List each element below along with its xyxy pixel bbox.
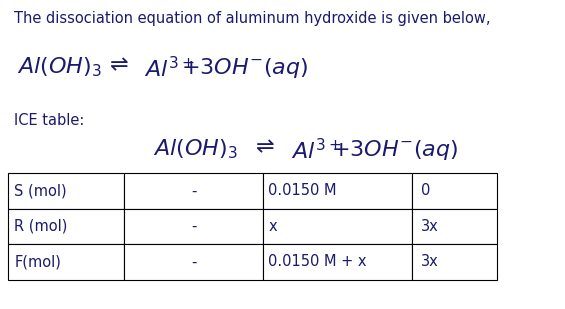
FancyBboxPatch shape (263, 244, 412, 280)
Text: 3x: 3x (421, 254, 438, 269)
Text: R (mol): R (mol) (14, 219, 67, 234)
Text: ICE table:: ICE table: (14, 113, 85, 128)
FancyBboxPatch shape (8, 173, 124, 209)
Text: $\mathit{Al}(\mathit{OH})_{3}$: $\mathit{Al}(\mathit{OH})_{3}$ (17, 56, 102, 79)
FancyBboxPatch shape (412, 244, 497, 280)
FancyBboxPatch shape (124, 244, 263, 280)
FancyBboxPatch shape (263, 173, 412, 209)
Text: 3x: 3x (421, 219, 438, 234)
FancyBboxPatch shape (8, 244, 124, 280)
Text: F(mol): F(mol) (14, 254, 61, 269)
Text: The dissociation equation of aluminum hydroxide is given below,: The dissociation equation of aluminum hy… (14, 11, 490, 26)
Text: -: - (191, 183, 196, 198)
Text: x: x (268, 219, 277, 234)
Text: 0: 0 (421, 183, 431, 198)
Text: $\rightleftharpoons$: $\rightleftharpoons$ (105, 56, 128, 76)
Text: -: - (191, 219, 196, 234)
Text: 0.0150 M + x: 0.0150 M + x (268, 254, 367, 269)
Text: S (mol): S (mol) (14, 183, 67, 198)
FancyBboxPatch shape (8, 209, 124, 244)
FancyBboxPatch shape (263, 209, 412, 244)
FancyBboxPatch shape (412, 173, 497, 209)
FancyBboxPatch shape (124, 209, 263, 244)
Text: -: - (191, 254, 196, 269)
FancyBboxPatch shape (412, 209, 497, 244)
Text: 0.0150 M: 0.0150 M (268, 183, 337, 198)
Text: $\mathit{Al}(\mathit{OH})_{3}$: $\mathit{Al}(\mathit{OH})_{3}$ (153, 138, 237, 161)
Text: $\mathit{Al}^{3+}$: $\mathit{Al}^{3+}$ (144, 56, 194, 81)
Text: $\rightleftharpoons$: $\rightleftharpoons$ (251, 138, 275, 158)
Text: $+  3\mathit{OH}^{-}(\mathit{aq})$: $+ 3\mathit{OH}^{-}(\mathit{aq})$ (331, 138, 458, 162)
FancyBboxPatch shape (124, 173, 263, 209)
Text: $\mathit{Al}^{3+}$: $\mathit{Al}^{3+}$ (291, 138, 341, 163)
Text: $+3\mathit{OH}^{-}(\mathit{aq})$: $+3\mathit{OH}^{-}(\mathit{aq})$ (181, 56, 308, 80)
